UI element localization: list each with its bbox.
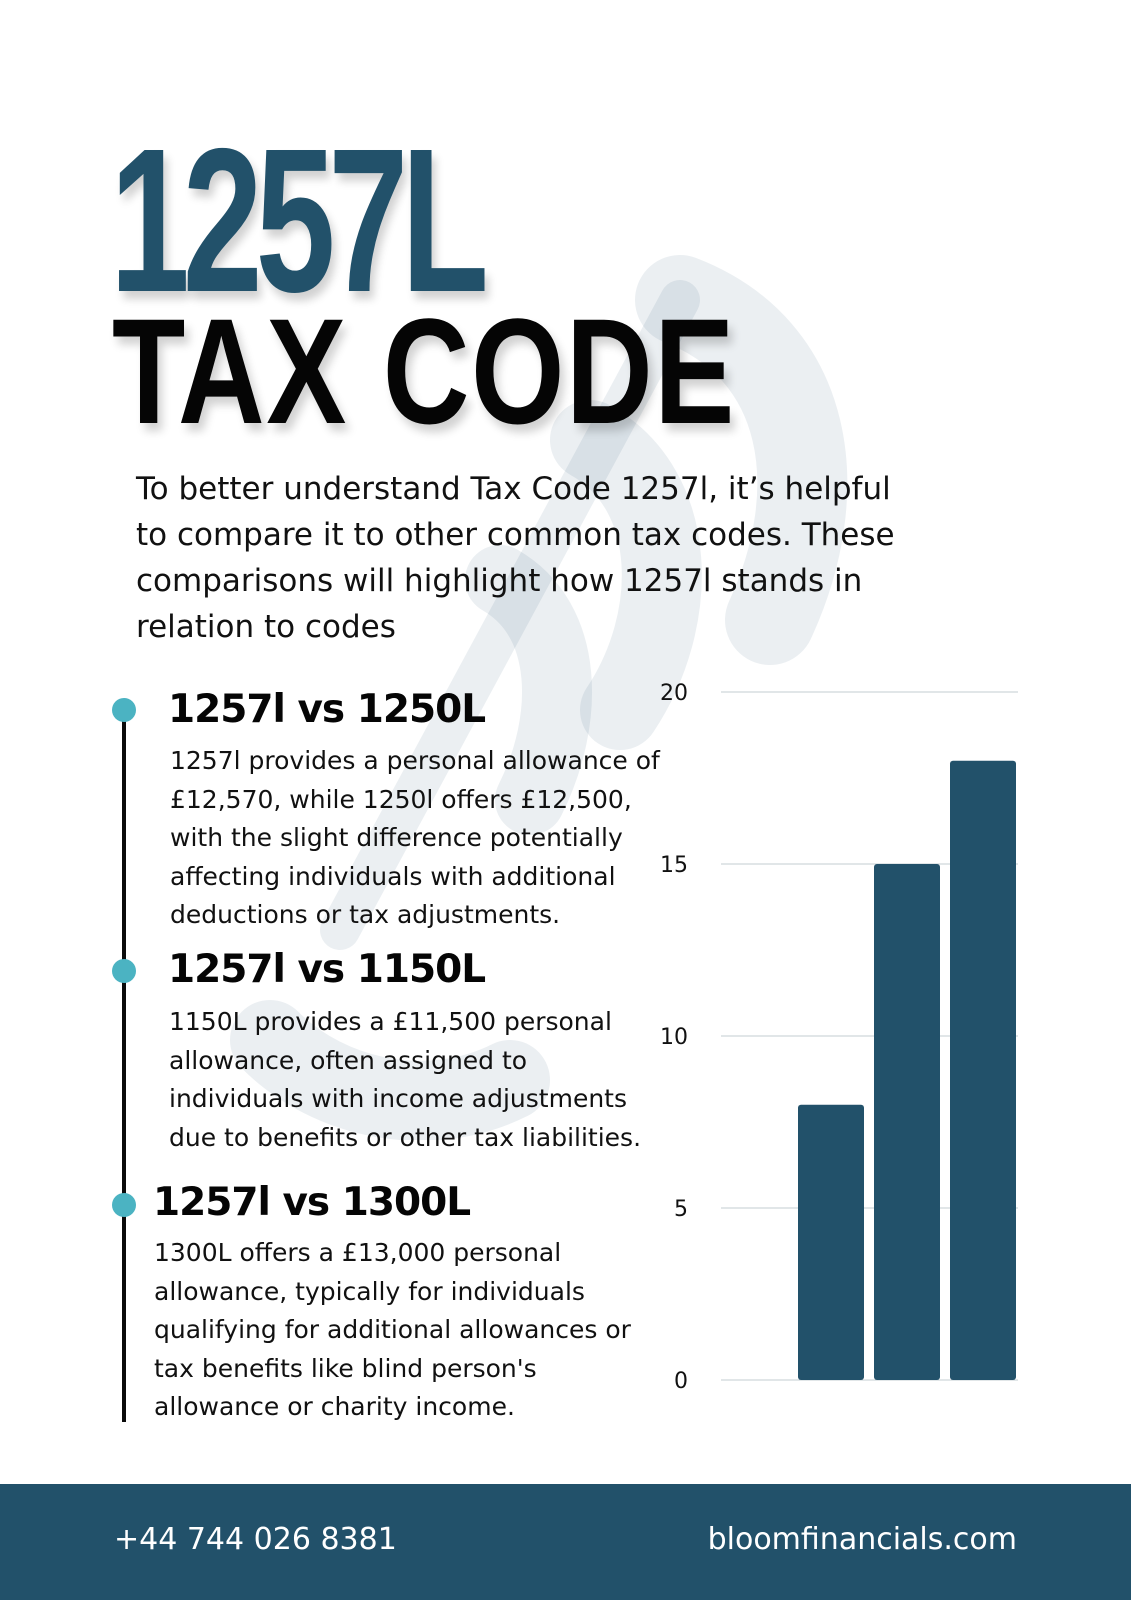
y-tick-label: 20 [660,681,688,706]
footer-bar: +44 744 026 8381 bloomfinancials.com [0,1484,1131,1600]
timeline-line [122,708,126,1422]
y-tick-label: 0 [674,1369,688,1390]
comparison-body: 1300L offers a £13,000 personal allowanc… [154,1238,631,1421]
y-tick-label: 5 [674,1197,688,1222]
y-tick-label: 15 [660,853,688,878]
tax-code-subheading: TAX CODE [112,287,736,455]
bar-chart: 0 5 10 15 20 [660,681,1018,1390]
tax-code-heading: 1257L [110,106,489,335]
chart-bar [798,1104,864,1380]
timeline-dot [112,1193,136,1217]
chart-bar [874,864,940,1380]
timeline-dot [112,698,136,722]
comparison-title: 1257l vs 1250L [168,687,486,732]
comparison-title: 1257l vs 1300L [153,1180,471,1225]
comparison-body: 1150L provides a £11,500 personal allowa… [169,1007,642,1152]
timeline-dot [112,959,136,983]
footer-phone[interactable]: +44 744 026 8381 [114,1522,397,1557]
comparison-title: 1257l vs 1150L [168,947,486,992]
comparison-body: 1257l provides a personal allowance of £… [170,746,660,929]
chart-bar [950,760,1016,1380]
y-tick-label: 10 [660,1025,688,1050]
intro-paragraph: To better understand Tax Code 1257l, it’… [136,471,895,645]
footer-website[interactable]: bloomfinancials.com [707,1522,1017,1557]
